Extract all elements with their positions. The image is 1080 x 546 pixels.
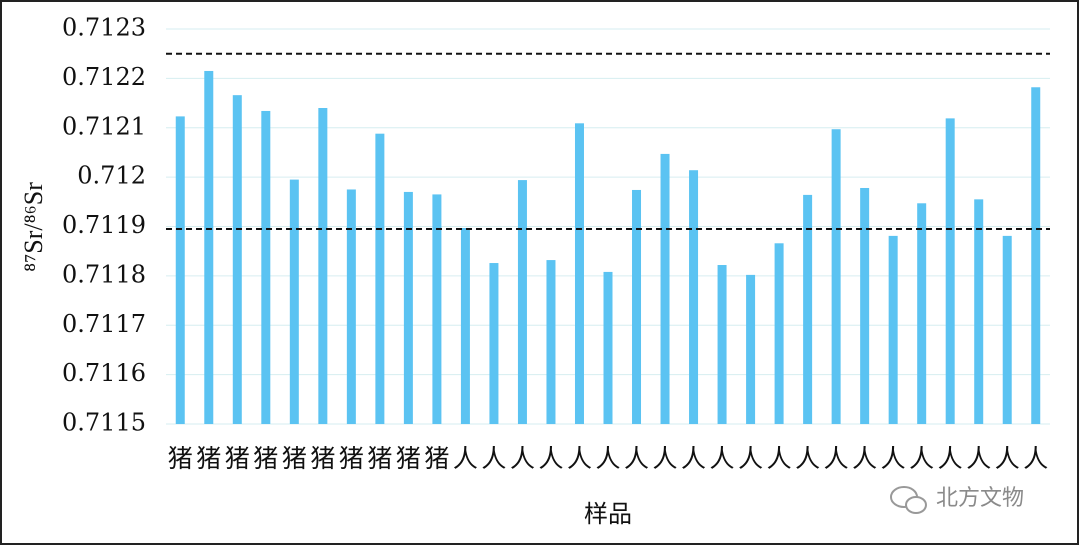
bar xyxy=(831,129,841,424)
x-tick-label: 人 xyxy=(881,444,906,473)
x-tick-label: 人 xyxy=(710,444,735,473)
bar xyxy=(232,95,242,424)
y-tick-label: 0.7121 xyxy=(62,112,146,140)
x-tick-label: 人 xyxy=(538,444,563,473)
x-tick-label: 人 xyxy=(995,444,1020,473)
bar xyxy=(945,118,955,425)
bar xyxy=(660,153,670,424)
x-tick-label: 猪 xyxy=(225,444,250,473)
x-tick-label: 人 xyxy=(738,444,763,473)
x-tick-label: 人 xyxy=(510,444,535,473)
bar xyxy=(403,191,413,424)
y-tick-label: 0.7116 xyxy=(62,359,146,387)
bar xyxy=(1031,87,1041,424)
y-tick-label: 0.7119 xyxy=(62,211,146,239)
x-tick-label: 人 xyxy=(852,444,877,473)
bar xyxy=(917,203,927,424)
x-tick-label: 猪 xyxy=(168,444,193,473)
x-axis-label: 样品 xyxy=(584,500,632,528)
bar xyxy=(346,189,356,424)
x-tick-label: 人 xyxy=(795,444,820,473)
bar xyxy=(574,123,584,425)
bar xyxy=(204,70,214,424)
y-tick-label: 0.7118 xyxy=(62,260,146,288)
y-tick-label: 0.712 xyxy=(77,162,146,190)
bar xyxy=(375,133,385,425)
bar xyxy=(261,110,271,425)
bar xyxy=(632,189,642,424)
x-tick-label: 人 xyxy=(824,444,849,473)
x-tick-label: 猪 xyxy=(196,444,221,473)
x-tick-label: 猪 xyxy=(396,444,421,473)
x-tick-label: 人 xyxy=(909,444,934,473)
bar xyxy=(546,260,556,424)
y-tick-label: 0.7117 xyxy=(62,310,146,338)
x-tick-label: 人 xyxy=(767,444,792,473)
bar xyxy=(1002,235,1012,424)
bar xyxy=(318,108,328,424)
bar xyxy=(689,170,699,424)
x-tick-label: 人 xyxy=(567,444,592,473)
bar xyxy=(860,187,870,424)
bar xyxy=(603,271,613,424)
x-tick-label: 人 xyxy=(453,444,478,473)
bar xyxy=(175,116,185,425)
y-tick-label: 0.7122 xyxy=(62,63,146,91)
bar xyxy=(888,235,898,424)
bar xyxy=(774,243,784,424)
bar xyxy=(432,194,442,424)
x-tick-label: 猪 xyxy=(367,444,392,473)
y-tick-label: 0.7115 xyxy=(62,409,146,437)
bar xyxy=(289,179,299,424)
watermark: 北方文物 xyxy=(936,486,1024,511)
bar xyxy=(803,194,813,424)
bar xyxy=(517,180,527,424)
x-tick-label: 人 xyxy=(624,444,649,473)
x-tick-label: 猪 xyxy=(253,444,278,473)
watermark-icon xyxy=(890,486,927,514)
x-tick-label: 人 xyxy=(966,444,991,473)
x-tick-label: 人 xyxy=(681,444,706,473)
x-tick-label: 猪 xyxy=(339,444,364,473)
y-axis-label: ⁸⁷Sr/⁸⁶Sr xyxy=(19,182,48,272)
y-tick-label: 0.7123 xyxy=(62,14,146,42)
x-tick-label: 人 xyxy=(1023,444,1048,473)
x-tick-label: 猪 xyxy=(282,444,307,473)
x-tick-label: 人 xyxy=(481,444,506,473)
bar xyxy=(489,263,499,424)
x-tick-label: 人 xyxy=(653,444,678,473)
bar xyxy=(460,227,470,424)
bar xyxy=(746,274,756,424)
x-tick-label: 人 xyxy=(595,444,620,473)
x-tick-label: 人 xyxy=(938,444,963,473)
bar xyxy=(717,265,727,424)
bar xyxy=(974,199,984,424)
x-tick-label: 猪 xyxy=(310,444,335,473)
x-tick-label: 猪 xyxy=(424,444,449,473)
